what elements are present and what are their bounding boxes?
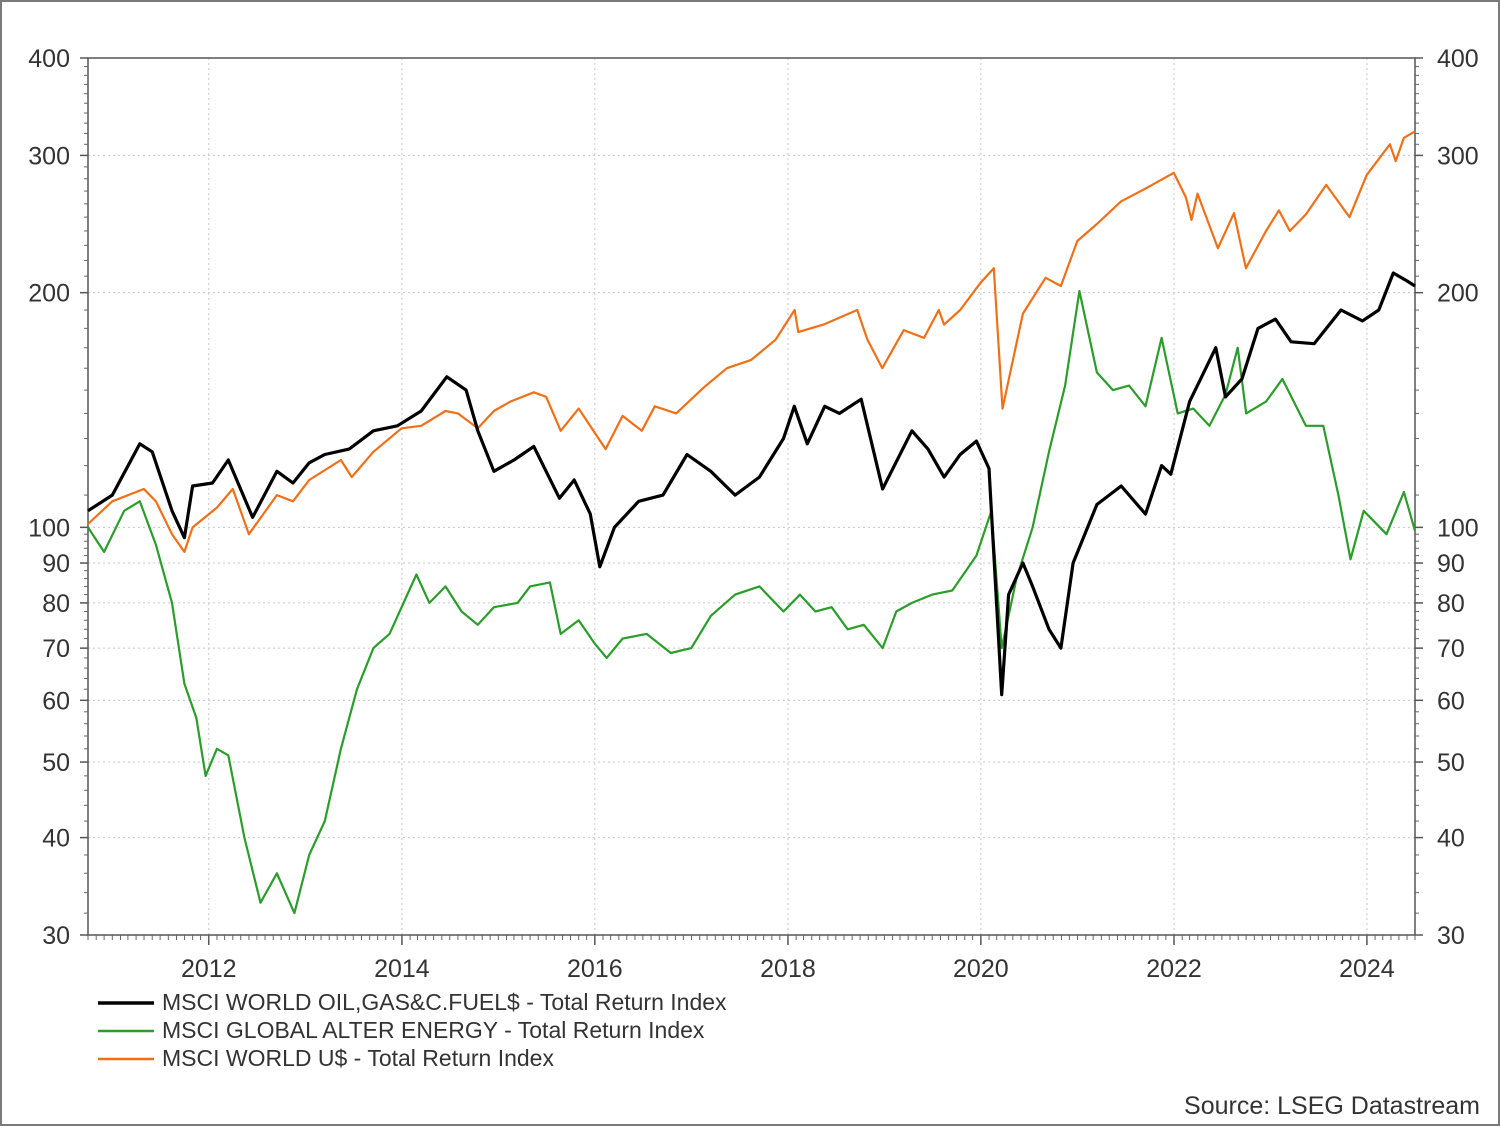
legend-label: MSCI GLOBAL ALTER ENERGY - Total Return … bbox=[162, 1017, 705, 1043]
x-tick-label: 2014 bbox=[374, 955, 430, 983]
y-tick-label-right: 80 bbox=[1437, 590, 1465, 618]
legend-label: MSCI WORLD U$ - Total Return Index bbox=[162, 1045, 554, 1071]
x-tick-label: 2018 bbox=[760, 955, 816, 983]
y-tick-label-right: 300 bbox=[1437, 142, 1479, 170]
y-tick-label-left: 60 bbox=[42, 687, 70, 715]
y-tick-label-right: 60 bbox=[1437, 687, 1465, 715]
y-tick-label-left: 80 bbox=[42, 590, 70, 618]
x-tick-label: 2012 bbox=[181, 955, 237, 983]
y-tick-label-left: 100 bbox=[28, 514, 70, 542]
legend: MSCI WORLD OIL,GAS&C.FUEL$ - Total Retur… bbox=[98, 989, 727, 1071]
y-tick-label-right: 40 bbox=[1437, 825, 1465, 853]
x-tick-label: 2016 bbox=[567, 955, 623, 983]
x-tick-label: 2022 bbox=[1146, 955, 1202, 983]
y-tick-label-left: 30 bbox=[42, 922, 70, 950]
y-tick-label-left: 90 bbox=[42, 550, 70, 578]
series-line-3 bbox=[87, 130, 1416, 553]
series-line-1 bbox=[87, 271, 1416, 697]
y-tick-label-left: 400 bbox=[28, 45, 70, 73]
x-tick-label: 2024 bbox=[1339, 955, 1395, 983]
series-lines bbox=[87, 130, 1417, 915]
source-note: Source: LSEG Datastream bbox=[1184, 1092, 1480, 1120]
y-tick-label-right: 70 bbox=[1437, 635, 1465, 663]
series-line-2 bbox=[87, 289, 1417, 915]
y-tick-label-right: 400 bbox=[1437, 45, 1479, 73]
y-tick-label-left: 200 bbox=[28, 280, 70, 308]
y-tick-label-left: 50 bbox=[42, 749, 70, 777]
y-tick-label-right: 200 bbox=[1437, 280, 1479, 308]
y-tick-label-right: 90 bbox=[1437, 550, 1465, 578]
y-tick-label-right: 30 bbox=[1437, 922, 1465, 950]
x-tick-label: 2020 bbox=[953, 955, 1009, 983]
y-tick-label-right: 100 bbox=[1437, 514, 1479, 542]
grid bbox=[88, 57, 1415, 936]
y-tick-label-left: 70 bbox=[42, 635, 70, 663]
y-tick-label-left: 300 bbox=[28, 142, 70, 170]
legend-label: MSCI WORLD OIL,GAS&C.FUEL$ - Total Retur… bbox=[162, 989, 727, 1015]
axis-ticks: 30 30 40 40 50 50 60 60 70 70 80 80 90 90 100 100 200 200… bbox=[28, 45, 1478, 983]
plot-area-border bbox=[87, 57, 1416, 936]
y-tick-label-left: 40 bbox=[42, 825, 70, 853]
y-tick-label-right: 50 bbox=[1437, 749, 1465, 777]
